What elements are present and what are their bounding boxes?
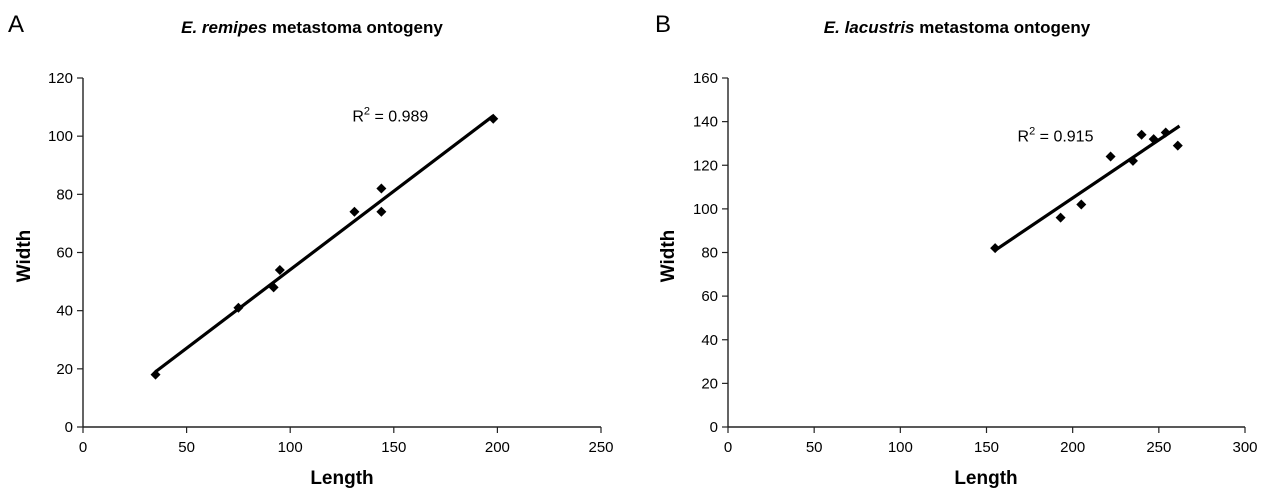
y-tick-label: 120: [693, 157, 718, 174]
panel-letter-b: B: [655, 11, 671, 38]
panel-letter-a: A: [8, 11, 24, 38]
title-rest-a: metastoma ontogeny: [267, 18, 443, 37]
data-point: [274, 264, 285, 275]
x-tick-label: 0: [79, 439, 87, 456]
chart-title-a: E. remipes metastoma ontogeny: [181, 18, 443, 37]
x-tick-label: 50: [806, 439, 823, 456]
y-tick-label: 60: [701, 288, 718, 305]
panel-b: B E. lacustris metastoma ontogeny 0 20 40 6…: [655, 11, 1258, 489]
y-tick-label: 120: [48, 70, 73, 87]
r-squared-label: R2 = 0.915: [1018, 125, 1094, 145]
y-axis-label-b: Width: [658, 230, 679, 283]
trendline: [154, 114, 495, 374]
x-axis-label-b: Length: [954, 468, 1017, 489]
data-point: [376, 183, 387, 194]
y-tick-label: 60: [56, 245, 73, 262]
data-point: [1136, 129, 1147, 140]
x-tick-label: 50: [178, 439, 195, 456]
y-tick-label: 40: [56, 303, 73, 320]
x-tick-label: 150: [381, 439, 406, 456]
title-species-b: E. lacustris: [824, 18, 915, 37]
y-tick-label: 80: [56, 186, 73, 203]
r-squared-label: R2 = 0.989: [352, 106, 428, 126]
data-point: [488, 113, 499, 124]
x-tick-label: 0: [724, 439, 732, 456]
data-point: [990, 243, 1001, 254]
data-point: [1127, 155, 1138, 166]
data-point: [1076, 199, 1087, 210]
data-point: [268, 282, 279, 293]
panel-a: A E. remipes metastoma ontogeny 0 20 40 60 8…: [8, 11, 614, 489]
x-tick-label: 150: [974, 439, 999, 456]
data-point: [1160, 127, 1171, 138]
x-axis-label-a: Length: [310, 468, 373, 489]
x-tick-label: 300: [1232, 439, 1257, 456]
trendline: [994, 124, 1181, 252]
y-tick-label: 160: [693, 70, 718, 87]
x-tick-label: 100: [888, 439, 913, 456]
y-tick-label: 140: [693, 114, 718, 131]
x-tick-label: 200: [485, 439, 510, 456]
data-point: [349, 206, 360, 217]
y-tick-label: 40: [701, 332, 718, 349]
x-tick-label: 100: [278, 439, 303, 456]
y-tick-label: 100: [693, 201, 718, 218]
data-point: [376, 206, 387, 217]
y-axis-label-a: Width: [14, 230, 35, 283]
data-point: [1055, 212, 1066, 223]
data-point: [1105, 151, 1116, 162]
data-point: [233, 302, 244, 313]
plot-area-b: 0 20 40 60 80 100 120 140 160 0 50 100 150 200 250 300 R…: [693, 70, 1258, 456]
y-tick-label: 0: [65, 419, 73, 436]
data-point: [1172, 140, 1183, 151]
y-tick-label: 20: [701, 375, 718, 392]
chart-title-b: E. lacustris metastoma ontogeny: [824, 18, 1091, 37]
title-species-a: E. remipes: [181, 18, 267, 37]
x-tick-label: 200: [1060, 439, 1085, 456]
y-tick-label: 80: [701, 245, 718, 262]
data-point: [150, 369, 161, 380]
title-rest-b: metastoma ontogeny: [915, 18, 1091, 37]
x-tick-label: 250: [1146, 439, 1171, 456]
x-tick-label: 250: [588, 439, 613, 456]
y-tick-label: 0: [710, 419, 718, 436]
y-tick-label: 20: [56, 361, 73, 378]
y-tick-label: 100: [48, 128, 73, 145]
plot-area-a: 0 20 40 60 80 100 120 0 50 100 150 200 250 R2 = 0.989: [48, 70, 614, 456]
data-point: [1148, 134, 1159, 145]
